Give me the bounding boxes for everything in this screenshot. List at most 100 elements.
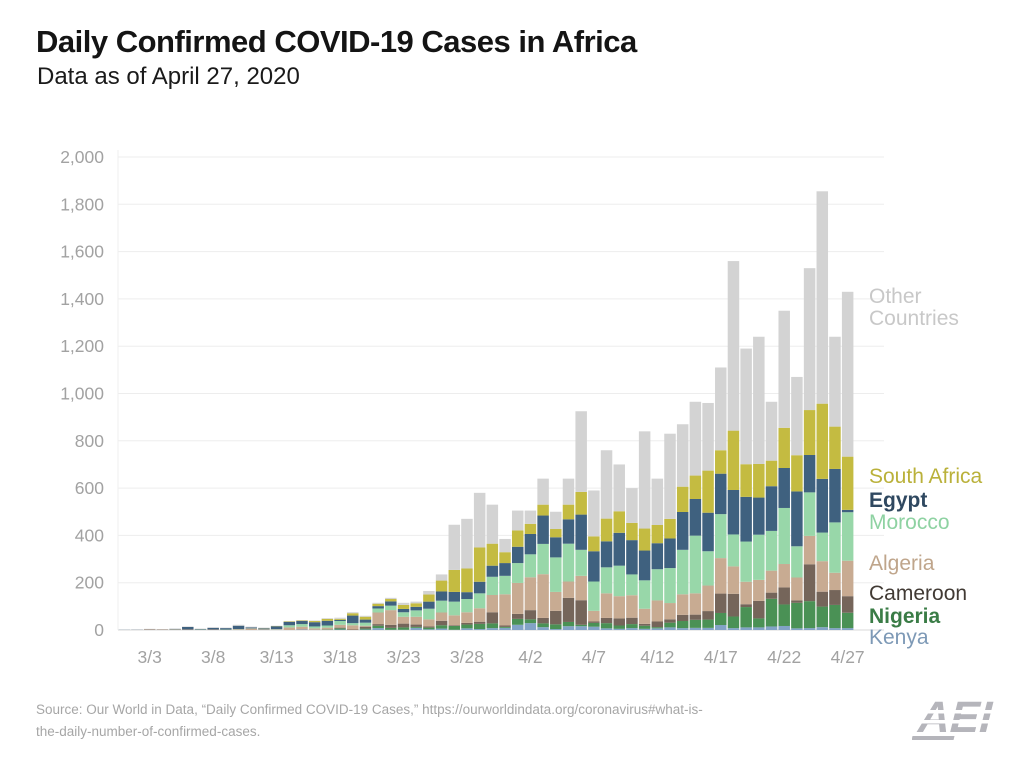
bar-segment-kenya: [651, 628, 664, 630]
bar-segment-egypt: [435, 591, 448, 601]
bar-segment-morocco: [829, 522, 841, 573]
bar-segment-other-countries: [486, 504, 499, 544]
page-title: Daily Confirmed COVID-19 Cases in Africa: [36, 24, 637, 59]
bar-segment-egypt: [562, 519, 575, 544]
bar-segment-algeria: [676, 594, 689, 615]
bar-segment-egypt: [410, 606, 422, 611]
bar-segment-other-countries: [359, 615, 372, 617]
bar-segment-other-countries: [841, 291, 854, 457]
bar-segment-morocco: [841, 512, 854, 561]
bar-segment-algeria: [245, 628, 257, 630]
bar-segment-algeria: [524, 577, 537, 611]
bar-segment-algeria: [143, 629, 156, 630]
bar-segment-algeria: [372, 612, 384, 625]
bar-segment-algeria: [702, 585, 714, 612]
bar-segment-nigeria: [435, 625, 448, 629]
bar-segment-nigeria: [803, 601, 816, 629]
bar-segment-algeria: [397, 616, 410, 624]
bar-segment-other-countries: [791, 376, 803, 456]
bar-segment-kenya: [524, 623, 537, 630]
x-axis-tick-label: 3/8: [201, 647, 225, 667]
bar-segment-algeria: [803, 535, 816, 565]
bar-segment-south-africa: [651, 524, 664, 544]
bar-segment-south-africa: [511, 530, 524, 547]
bar-segment-egypt: [537, 515, 549, 544]
bar-segment-south-africa: [727, 430, 740, 490]
legend-label-south-africa: South Africa: [869, 465, 983, 488]
bar-segment-morocco: [753, 534, 765, 580]
bar-segment-algeria: [689, 593, 702, 615]
bar-segment-cameroon: [841, 596, 854, 613]
bar-segment-south-africa: [473, 547, 486, 582]
bar-segment-egypt: [296, 621, 308, 625]
bar-segment-morocco: [740, 541, 752, 582]
bar-segment-cameroon: [626, 617, 638, 625]
bar-segment-cameroon: [423, 626, 435, 628]
bar-segment-other-countries: [676, 424, 689, 487]
bar-segment-algeria: [334, 624, 346, 628]
bar-segment-kenya: [435, 628, 448, 630]
bar-segment-egypt: [511, 546, 524, 564]
bar-segment-egypt: [182, 626, 194, 630]
bar-segment-other-countries: [550, 511, 562, 530]
bar-segment-kenya: [753, 627, 765, 630]
bar-segment-cameroon: [638, 623, 651, 626]
bar-segment-morocco: [816, 532, 829, 562]
bar-segment-morocco: [803, 492, 816, 536]
bar-segment-other-countries: [321, 618, 334, 619]
bar-segment-morocco: [613, 565, 625, 597]
bar-segment-south-africa: [385, 599, 397, 602]
bar-segment-morocco: [359, 622, 372, 626]
bar-segment-egypt: [283, 621, 296, 626]
y-axis-tick-label: 1,200: [60, 336, 104, 356]
bar-segment-morocco: [600, 567, 613, 594]
bar-segment-kenya: [740, 627, 752, 630]
bar-segment-nigeria: [841, 612, 854, 629]
bar-segment-kenya: [715, 625, 727, 630]
bar-segment-algeria: [359, 625, 372, 627]
bar-segment-kenya: [372, 628, 384, 630]
bar-segment-nigeria: [537, 623, 549, 628]
bar-segment-other-countries: [740, 348, 752, 465]
bar-segment-algeria: [308, 628, 321, 630]
bar-segment-other-countries: [499, 538, 511, 553]
bar-segment-south-africa: [499, 552, 511, 564]
x-axis-tick-label: 4/22: [767, 647, 801, 667]
bar-segment-south-africa: [740, 464, 752, 497]
bar-segment-cameroon: [588, 621, 600, 623]
legend-label-egypt: Egypt: [869, 489, 928, 512]
bar-segment-algeria: [715, 558, 727, 594]
bar-segment-south-africa: [600, 518, 613, 542]
bar-segment-algeria: [778, 564, 790, 588]
bar-segment-morocco: [372, 608, 384, 613]
x-axis-tick-label: 4/17: [704, 647, 738, 667]
bar-segment-nigeria: [626, 624, 638, 629]
bar-segment-south-africa: [715, 450, 727, 474]
bar-segment-morocco: [676, 549, 689, 595]
bar-segment-egypt: [778, 467, 790, 508]
bar-segment-nigeria: [575, 624, 587, 627]
bar-segment-morocco: [727, 534, 740, 567]
bar-segment-south-africa: [524, 523, 537, 534]
bar-segment-other-countries: [537, 478, 549, 505]
bar-segment-egypt: [321, 620, 334, 626]
bar-segment-other-countries: [448, 524, 461, 570]
bar-segment-other-countries: [461, 518, 473, 569]
bar-segment-egypt: [270, 626, 283, 630]
bar-segment-kenya: [511, 624, 524, 630]
bar-segment-other-countries: [715, 367, 727, 451]
bar-segment-algeria: [511, 582, 524, 614]
bar-segment-algeria: [588, 610, 600, 622]
bar-segment-egypt: [232, 625, 245, 630]
bar-segment-south-africa: [613, 511, 625, 533]
bar-segment-morocco: [626, 574, 638, 596]
bar-segment-algeria: [410, 616, 422, 625]
bar-segment-south-africa: [321, 618, 334, 621]
bar-segment-kenya: [537, 627, 549, 630]
bar-segment-morocco: [511, 563, 524, 583]
bar-segment-egypt: [245, 627, 257, 629]
y-axis-tick-label: 1,800: [60, 194, 104, 214]
bar-segment-morocco: [385, 605, 397, 611]
bar-segment-egypt: [689, 498, 702, 536]
x-axis-tick-label: 4/2: [518, 647, 542, 667]
